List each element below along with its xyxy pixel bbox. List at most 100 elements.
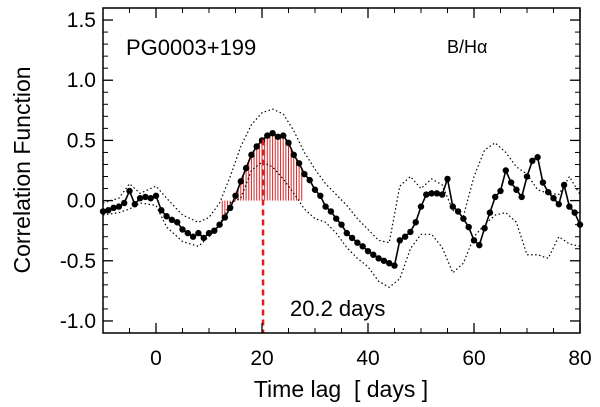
ccf-point [152,192,160,199]
ccf-point [518,193,525,201]
ccf-point [444,175,451,183]
ccf-point [539,179,547,186]
ccf-point [513,186,520,193]
lower-error-line [102,161,581,288]
ccf-point [560,181,568,189]
ccf-point [375,255,382,262]
ccf-point [364,247,372,255]
ccf-point [428,190,435,197]
ccf-point [205,229,213,237]
ccf-point [545,188,552,196]
ccf-point [370,251,377,258]
ccf-point [290,151,297,159]
x-tick-label: 20 [250,347,273,370]
ccf-point [354,239,361,246]
y-tick-label: -0.5 [60,250,96,273]
ccf-point [555,201,562,208]
ccf-point [285,139,292,147]
ccf-point [136,194,144,202]
ccf-point [189,233,197,240]
upper-error-line [102,108,581,244]
ccf-point [179,226,186,233]
ccf-point [253,143,260,150]
ccf-point [492,193,499,201]
ccf-point [121,199,128,207]
ccf-point [322,203,329,210]
ccf-point [439,191,446,198]
ccf-point [391,262,398,269]
ccf-point [115,203,123,210]
ccf-point [221,214,229,221]
ccf-point [523,173,531,180]
y-tick-label: 0.0 [67,190,96,213]
ccf-point [566,203,573,210]
ccf-point [507,179,515,186]
y-axis-title: Correlation Function [9,66,35,273]
ccf-point [470,237,478,244]
ccf-point [110,204,117,212]
ccf-point [423,191,430,198]
ccf-point [211,227,218,234]
y-tick-label: 0.5 [67,129,96,152]
ccf-point [227,204,234,212]
ccf-point [476,241,483,249]
ccf-point [571,209,578,216]
ccf-point [311,186,319,193]
ccf-point [195,229,202,237]
x-tick-label: 60 [462,347,485,370]
centroid-hatch-group [221,133,303,222]
ccf-point [264,132,271,139]
ccf-point [481,225,488,232]
ccf-point [407,228,414,236]
y-tick-label: 1.0 [67,69,96,92]
ccf-point [147,194,154,202]
band-label: B/Hα [447,37,487,57]
ccf-point [386,259,393,267]
ccf-point [131,201,138,208]
ccf-point [460,215,467,222]
y-tick-label: -1.0 [60,310,96,333]
ccf-point [280,132,287,139]
ccf-point [184,229,191,237]
ccf-point [200,234,207,242]
ccf-point [497,187,504,195]
ccf-point [550,194,557,202]
ccf-point [158,207,165,214]
ccf-point [274,133,282,140]
ccf-series-group [99,129,584,269]
ccf-point [327,208,335,215]
ccf-point [343,229,350,237]
ccf-point [433,190,441,197]
ccf-point [295,160,303,167]
ccf-point [269,129,276,137]
ccf-point [174,219,181,226]
ccf-point [486,209,494,216]
ccf-point [306,176,313,184]
ccf-point [401,233,409,240]
ccf-point [333,215,340,222]
object-label: PG0003+199 [126,35,256,60]
x-tick-label: 80 [568,347,591,370]
ccf-point [126,187,133,195]
ccf-point [454,208,462,215]
x-tick-label: 0 [150,347,162,370]
ccf-point [232,192,239,199]
ccf-point [348,234,356,242]
ccf-point [163,213,170,220]
ccf-point [105,207,112,214]
ccf-point [380,257,388,264]
ccf-point [529,157,536,165]
ccf-point [237,178,244,185]
ccf-point [338,221,345,228]
y-tick-label: 1.5 [67,9,96,32]
ccf-point [242,164,250,172]
ccf-point [502,167,509,174]
x-axis-title: Time lag [ days ] [254,376,428,402]
ccf-point [465,223,472,231]
ccf-point [216,221,223,228]
ccf-point [168,216,176,224]
lag-label: 20.2 days [290,296,385,321]
ccf-point [412,219,419,226]
ccf-point [396,237,403,244]
